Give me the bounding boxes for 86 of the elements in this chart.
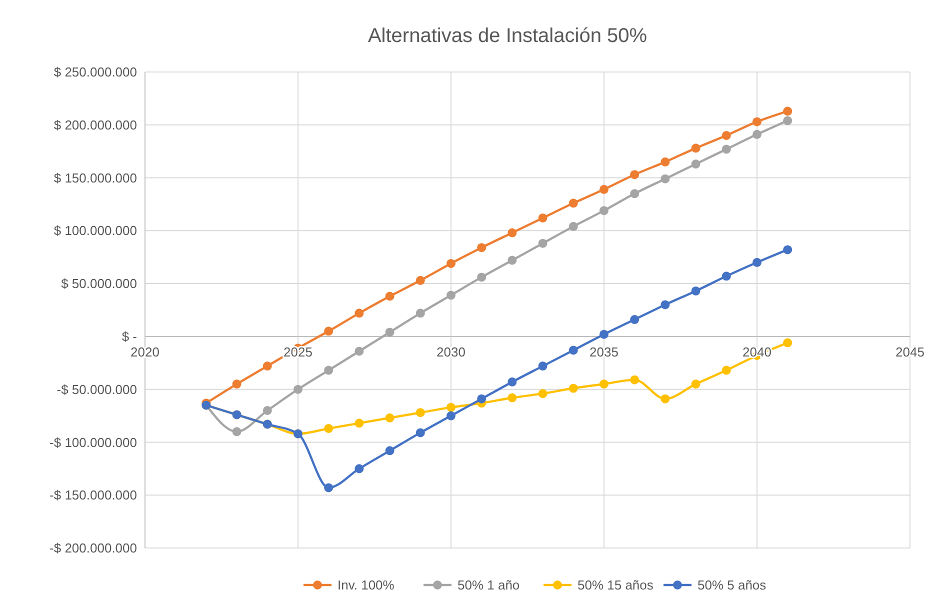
y-tick-label: $ 100.000.000 <box>54 223 137 238</box>
point <box>600 184 608 194</box>
point <box>508 393 517 402</box>
point <box>446 411 456 420</box>
point <box>752 130 762 139</box>
point <box>324 483 334 492</box>
point <box>630 170 640 180</box>
point <box>752 258 762 267</box>
point <box>416 308 425 318</box>
legend-label: 50% 1 año <box>458 578 520 593</box>
point <box>416 428 425 438</box>
point <box>722 144 731 154</box>
point <box>385 446 394 456</box>
point <box>324 366 334 375</box>
point <box>416 276 425 285</box>
point <box>538 213 548 222</box>
point <box>294 384 302 394</box>
x-tick-label: 2035 <box>590 344 618 360</box>
y-tick-label: -$ 200.000.000 <box>50 540 137 556</box>
point <box>538 389 548 398</box>
legend-label: 50% 15 años <box>578 578 654 593</box>
y-tick-label: -$ 150.000.000 <box>50 488 137 503</box>
point <box>354 346 364 356</box>
point <box>262 362 272 371</box>
point <box>477 394 486 404</box>
point <box>691 160 700 169</box>
y-tick-label: $ 250.000.000 <box>54 64 137 80</box>
point <box>385 292 394 301</box>
point <box>477 243 486 252</box>
point <box>630 189 640 198</box>
point <box>783 338 792 348</box>
point <box>660 300 670 310</box>
legend-label: Inv. 100% <box>338 578 395 593</box>
point <box>600 206 608 216</box>
y-tick-label: $ - <box>122 328 137 344</box>
point <box>660 174 670 184</box>
point <box>446 402 456 412</box>
point <box>568 346 578 355</box>
x-tick-label: 2020 <box>130 344 160 360</box>
y-tick-label: $ 200.000.000 <box>54 117 137 132</box>
point <box>324 326 334 336</box>
point <box>232 427 242 436</box>
point <box>324 424 334 433</box>
point <box>568 222 578 231</box>
point <box>783 245 792 254</box>
point <box>262 406 272 415</box>
point <box>508 256 517 265</box>
point <box>783 116 792 126</box>
point <box>783 106 792 116</box>
point <box>354 418 364 428</box>
point <box>508 377 517 386</box>
point <box>538 362 548 371</box>
point <box>354 464 364 474</box>
y-tick-label: -$ 50.000.000 <box>56 382 137 397</box>
point <box>232 380 242 389</box>
point <box>538 238 548 248</box>
point <box>508 228 517 238</box>
chart-title: Alternativas de Instalación 50% <box>368 25 648 47</box>
point <box>691 380 700 389</box>
point <box>477 272 486 282</box>
point <box>416 408 425 418</box>
point <box>722 272 731 281</box>
y-tick-label: $ 150.000.000 <box>54 170 137 186</box>
point <box>446 258 456 268</box>
point <box>354 308 364 318</box>
point <box>630 315 640 324</box>
x-tick-label: 2030 <box>436 344 466 360</box>
point <box>722 130 731 140</box>
point <box>568 198 578 208</box>
point <box>385 328 394 337</box>
x-tick-label: 2045 <box>896 344 924 360</box>
legend-label: 50% 5 años <box>698 578 767 593</box>
point <box>630 375 640 384</box>
point <box>660 394 670 404</box>
point <box>691 286 700 296</box>
point <box>722 366 731 375</box>
point <box>660 157 670 166</box>
point <box>385 413 394 422</box>
point <box>446 290 456 300</box>
point <box>752 117 762 126</box>
point <box>691 144 700 153</box>
point <box>600 330 608 339</box>
point <box>568 384 578 393</box>
y-tick-label: $ 50.000.000 <box>61 276 137 292</box>
y-tick-label: -$ 100.000.000 <box>50 434 137 450</box>
point <box>600 380 608 389</box>
